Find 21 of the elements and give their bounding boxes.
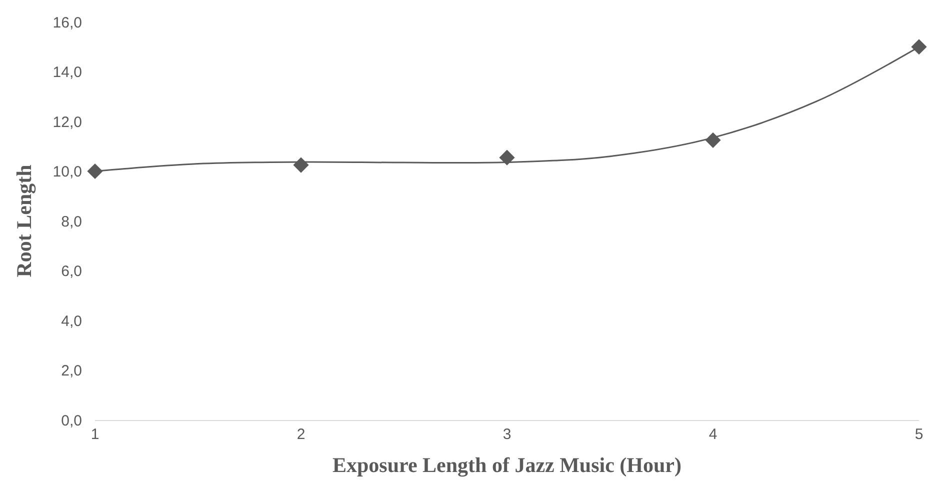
x-tick-label: 2: [296, 426, 306, 443]
y-tick-label: 14,0: [52, 64, 82, 81]
point: [293, 157, 309, 173]
y-tick-label: 4,0: [61, 312, 82, 330]
y-tick-label: 10,0: [52, 164, 82, 180]
y-tick-label: 16,0: [52, 14, 82, 32]
point: [705, 132, 721, 148]
y-axis-title: Root Length: [12, 164, 36, 278]
x-tick-label: 3: [502, 426, 512, 443]
y-tick-label: 2,0: [61, 362, 82, 380]
x-tick-label: 5: [914, 426, 924, 443]
point: [911, 39, 927, 55]
y-tick-label: 12,0: [52, 114, 82, 131]
y-tick-label: 8,0: [61, 213, 82, 230]
y-tick-label: 6,0: [61, 263, 82, 280]
y-tick-label: 0,0: [61, 412, 82, 430]
x-tick-label: 4: [708, 426, 718, 443]
x-axis-title: Exposure Length of Jazz Music (Hour): [332, 453, 682, 478]
point: [87, 163, 103, 180]
x-tick-label: 1: [90, 426, 100, 443]
point: [499, 150, 515, 166]
